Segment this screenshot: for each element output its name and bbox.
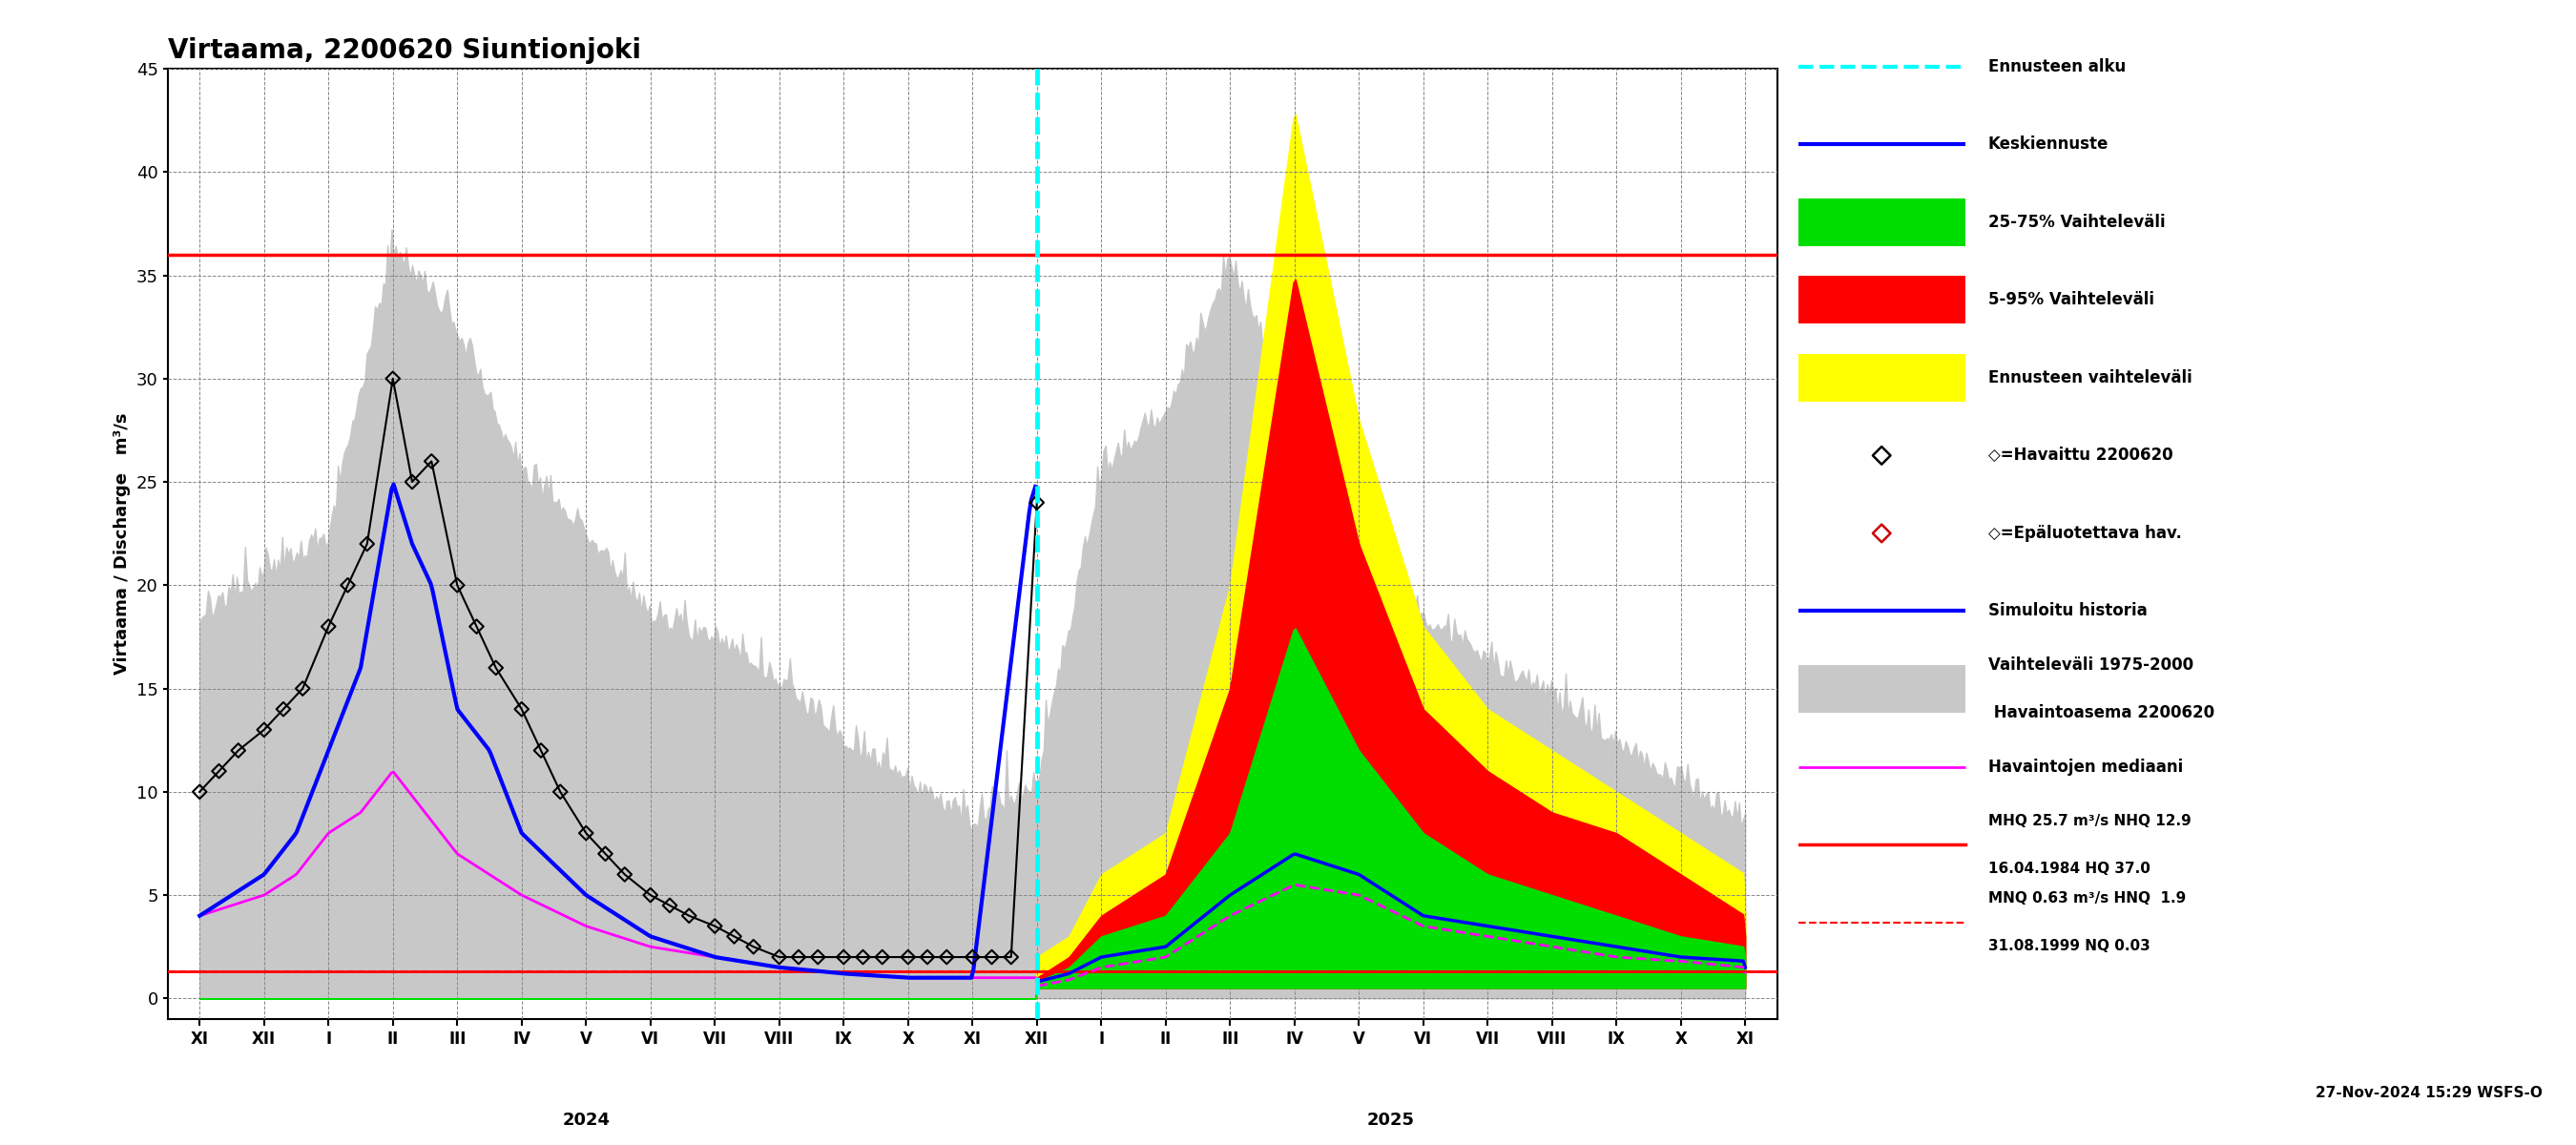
Bar	[1798, 665, 1965, 713]
Point	[1015, 493, 1056, 512]
Point	[860, 948, 902, 966]
Bar	[1798, 276, 1965, 324]
Point	[281, 679, 325, 697]
Point	[907, 948, 948, 966]
Point	[242, 720, 283, 739]
Text: Vaihteleväli 1975-2000: Vaihteleväli 1975-2000	[1989, 656, 2192, 673]
Text: Ennusteen vaihteleväli: Ennusteen vaihteleväli	[1989, 369, 2192, 386]
Text: 27-Nov-2024 15:29 WSFS-O: 27-Nov-2024 15:29 WSFS-O	[2316, 1085, 2543, 1099]
Point	[1860, 447, 1901, 465]
Text: MHQ 25.7 m³/s NHQ 12.9: MHQ 25.7 m³/s NHQ 12.9	[1989, 813, 2192, 828]
Point	[198, 761, 240, 780]
Bar	[1798, 198, 1965, 246]
Text: Havaintoasema 2200620: Havaintoasema 2200620	[1989, 704, 2215, 721]
Text: Keskiennuste: Keskiennuste	[1989, 135, 2110, 152]
Text: Havaintojen mediaani: Havaintojen mediaani	[1989, 758, 2182, 775]
Point	[180, 783, 219, 802]
Text: 2025: 2025	[1368, 1112, 1414, 1129]
Point	[989, 948, 1030, 966]
Point	[1860, 524, 1901, 543]
Text: 5-95% Vaihteleväli: 5-95% Vaihteleväli	[1989, 291, 2154, 308]
Text: Ennusteen alku: Ennusteen alku	[1989, 58, 2125, 76]
Point	[309, 617, 350, 635]
Point	[520, 741, 562, 759]
Point	[474, 658, 515, 677]
Text: Simuloitu historia: Simuloitu historia	[1989, 602, 2148, 619]
Point	[392, 473, 433, 491]
Point	[822, 948, 863, 966]
Point	[649, 897, 690, 915]
Bar	[1798, 354, 1965, 402]
Text: ◇=Epäluotettava hav.: ◇=Epäluotettava hav.	[1989, 524, 2182, 542]
Point	[538, 783, 580, 802]
Y-axis label: Virtaama / Discharge   m³/s: Virtaama / Discharge m³/s	[113, 413, 131, 674]
Point	[886, 948, 927, 966]
Point	[629, 886, 670, 905]
Point	[714, 927, 755, 946]
Text: 25-75% Vaihteleväli: 25-75% Vaihteleväli	[1989, 213, 2164, 230]
Text: Virtaama, 2200620 Siuntionjoki: Virtaama, 2200620 Siuntionjoki	[167, 37, 641, 64]
Text: 31.08.1999 NQ 0.03: 31.08.1999 NQ 0.03	[1989, 939, 2151, 954]
Point	[327, 576, 368, 594]
Point	[456, 617, 497, 635]
Point	[585, 845, 626, 863]
Point	[371, 370, 412, 388]
Point	[603, 866, 644, 884]
Point	[693, 917, 737, 935]
Point	[216, 741, 258, 759]
Point	[564, 824, 605, 843]
Point	[971, 948, 1012, 966]
Point	[842, 948, 884, 966]
Point	[410, 452, 453, 471]
Text: ◇=Havaittu 2200620: ◇=Havaittu 2200620	[1989, 447, 2172, 464]
Point	[732, 938, 773, 956]
Point	[778, 948, 819, 966]
Point	[757, 948, 799, 966]
Text: MNQ 0.63 m³/s HNQ  1.9: MNQ 0.63 m³/s HNQ 1.9	[1989, 891, 2187, 906]
Text: 2024: 2024	[562, 1112, 611, 1129]
Point	[500, 700, 541, 718]
Text: 16.04.1984 HQ 37.0: 16.04.1984 HQ 37.0	[1989, 861, 2151, 876]
Point	[796, 948, 837, 966]
Point	[925, 948, 966, 966]
Point	[667, 907, 708, 925]
Point	[345, 535, 386, 553]
Point	[951, 948, 992, 966]
Point	[263, 700, 304, 718]
Point	[435, 576, 477, 594]
